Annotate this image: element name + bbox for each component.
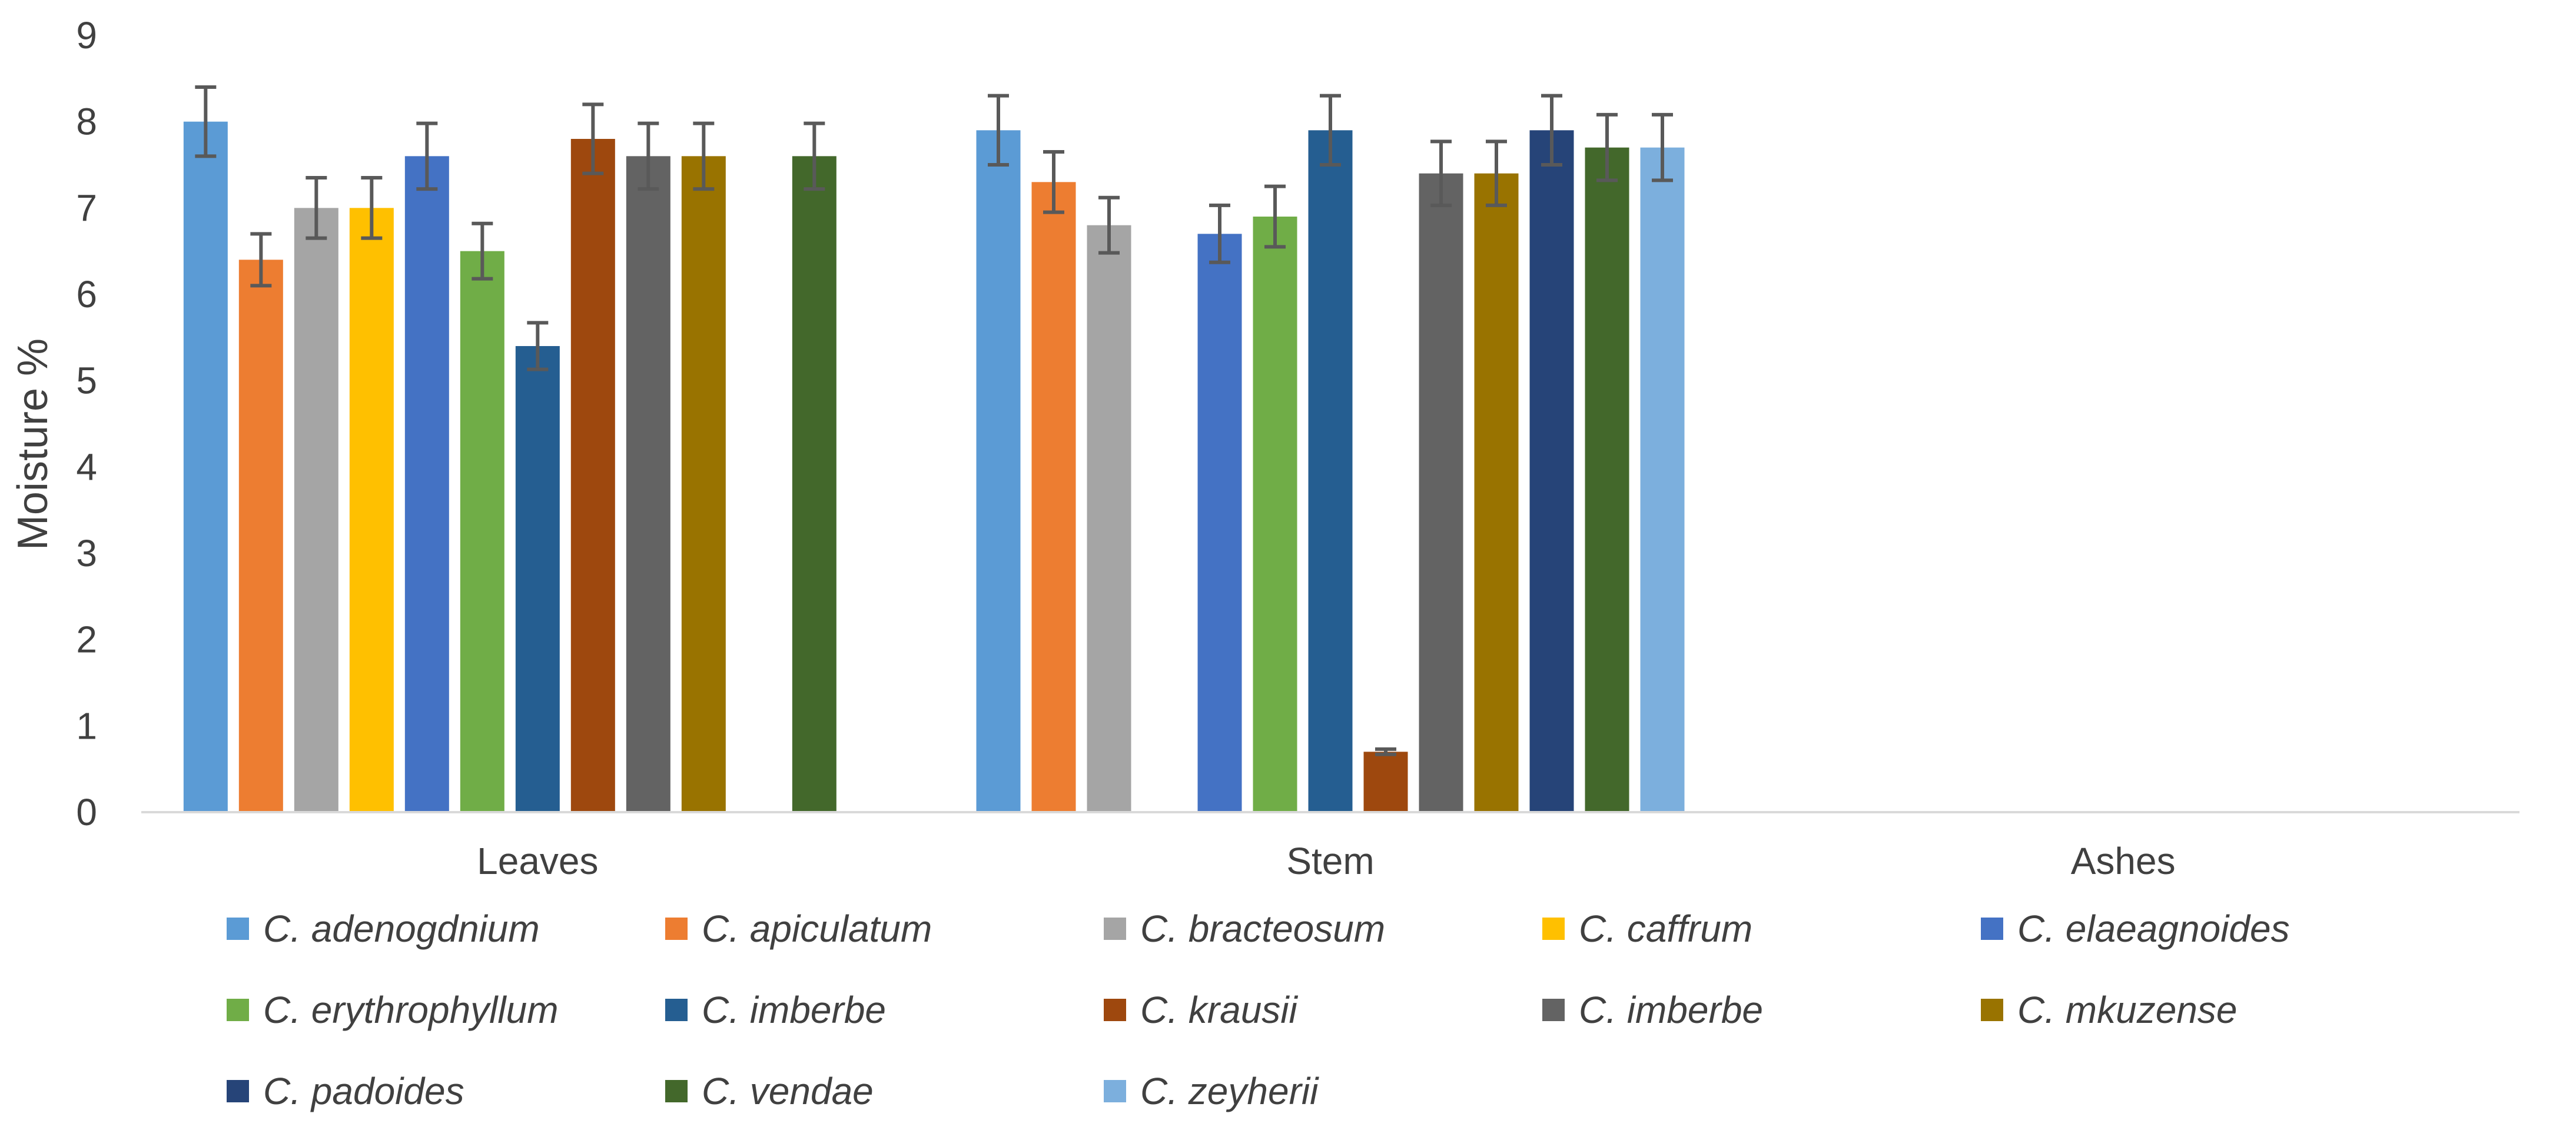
bar [404,156,449,812]
y-tick-label: 3 [76,532,97,574]
legend-label: C. apiculatum [702,908,932,950]
y-tick-label: 7 [76,187,97,229]
bar [1031,182,1076,812]
legend-swatch [1104,999,1126,1021]
bar [1529,130,1574,812]
x-category-label: Leaves [477,840,598,882]
bar [626,156,670,812]
legend-label: C. caffrum [1579,908,1752,950]
y-tick-labels: 0 1 2 3 4 5 6 7 8 9 [76,14,97,833]
legend-swatch [665,1080,688,1102]
legend-swatch [1542,999,1565,1021]
legend-label: C. padoides [263,1070,464,1112]
bar [1253,217,1297,812]
legend: C. adenogdnium C. apiculatum C. bracteosum… [227,908,2290,1112]
bar [1640,147,1685,813]
y-tick-label: 5 [76,360,97,402]
bar [1197,234,1242,812]
legend-label: C. imberbe [702,989,886,1031]
legend-swatch [227,1080,249,1102]
bar [570,139,615,812]
x-category-label: Stem [1286,840,1374,882]
category-labels: Leaves Stem Ashes [477,840,2175,882]
legend-label: C. vendae [702,1070,874,1112]
y-tick-label: 0 [76,791,97,833]
bar [183,121,228,813]
legend-label: C. elaeagnoides [2017,908,2290,950]
legend-swatch [227,918,249,940]
bar [238,260,283,812]
y-tick-label: 4 [76,446,97,488]
bar [515,346,560,812]
legend-swatch [1104,918,1126,940]
legend-label: C. zeyherii [1140,1070,1319,1112]
bar [1419,173,1463,813]
legend-label: C. mkuzense [2017,989,2237,1031]
legend-swatch [1981,918,2003,940]
legend-swatch [1981,999,2003,1021]
legend-label: C. adenogdnium [263,908,540,950]
bar-series [183,121,1685,813]
bar [1474,173,1519,813]
bar [349,208,394,812]
bar [1308,130,1353,812]
y-tick-label: 9 [76,14,97,56]
bar [1087,225,1131,813]
bar [1585,147,1629,813]
legend-swatch [1104,1080,1126,1102]
bar [1363,752,1408,812]
legend-swatch [665,918,688,940]
bar [460,251,504,813]
legend-swatch [1542,918,1565,940]
legend-label: C. erythrophyllum [263,989,559,1031]
bar [294,208,338,812]
y-tick-label: 2 [76,619,97,661]
y-tick-label: 6 [76,273,97,315]
legend-label: C. krausii [1140,989,1299,1031]
y-tick-label: 1 [76,704,97,747]
legend-swatch [227,999,249,1021]
y-axis-title-group: Moisture % [9,338,57,550]
legend-label: C. bracteosum [1140,908,1385,950]
legend-label: C. imberbe [1579,989,1763,1031]
x-category-label: Ashes [2071,840,2176,882]
bar [792,156,836,812]
y-axis-title: Moisture % [9,338,57,550]
legend-swatch [665,999,688,1021]
y-tick-label: 8 [76,101,97,143]
error-bars [195,85,1673,756]
bar [681,156,726,812]
bar [976,130,1021,812]
